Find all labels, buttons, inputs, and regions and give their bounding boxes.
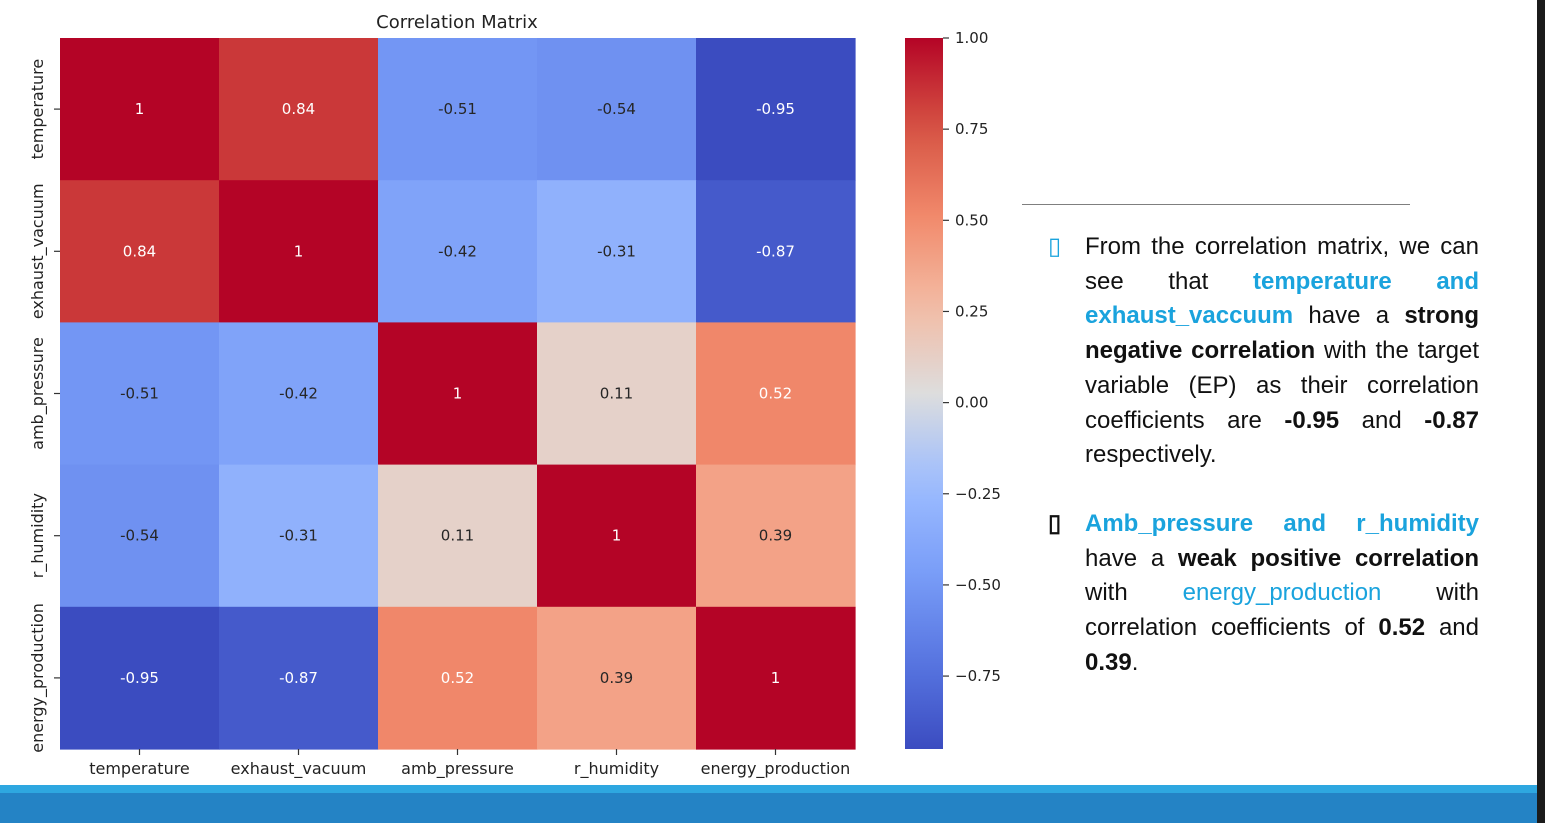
heatmap-cell [60,180,220,323]
heatmap-cell [378,180,538,323]
colorbar-tick-label: −0.50 [955,576,1001,594]
heatmap-annotations: 1 0.84 -0.51 -0.54 -0.95 0.84 1 -0.42 -0.31 -0.87… [120,100,795,687]
cell-value-label: -0.42 [279,385,318,403]
heatmap-cell [696,606,856,750]
cell-value-label: -0.95 [756,100,795,118]
x-tick-label: amb_pressure [401,759,514,779]
colorbar-gradient [905,38,943,749]
cell-value-label: 0.39 [759,527,792,545]
x-tick-label: r_humidity [574,759,659,779]
cell-value-label: 0.84 [282,100,315,118]
cell-value-label: -0.95 [120,669,159,687]
cell-value-label: 0.52 [759,385,792,403]
colorbar-tick-label: −0.75 [955,667,1001,685]
colorbar-tick-label: 0.75 [955,120,988,138]
heatmap-cell [60,606,220,750]
x-axis: temperature exhaust_vacuum amb_pressure r_h… [89,749,850,779]
colorbar-tick-label: 1.00 [955,29,988,47]
x-tick-label: exhaust_vacuum [231,759,367,779]
heatmap-cell [60,322,220,466]
cell-value-label: 1 [135,100,145,118]
y-tick-label: r_humidity [28,493,48,578]
heatmap-cell [378,464,538,608]
heatmap-cell [219,180,379,323]
cell-value-label: 0.84 [123,242,156,260]
colorbar-tick-label: 0.50 [955,211,988,229]
heatmap-cell [219,464,379,608]
heatmap-cell [696,180,856,323]
cell-value-label: -0.87 [279,669,318,687]
cell-value-label: 1 [771,669,781,687]
cell-value-label: -0.54 [120,527,159,545]
colorbar: 1.00 0.75 0.50 0.25 0.00 −0.25 −0.50 −0.75 [905,29,1001,749]
heatmap-cell [219,38,379,181]
y-tick-label: energy_production [28,603,48,753]
y-axis: temperature exhaust_vacuum amb_pressure r_h… [28,59,60,753]
colorbar-tick-label: 0.25 [955,302,988,320]
heatmap-cell [537,606,697,750]
heatmap-cell [60,38,220,181]
cell-value-label: 0.11 [441,527,474,545]
cell-value-label: -0.51 [438,100,477,118]
cell-value-label: 1 [294,242,304,260]
y-tick-label: amb_pressure [28,337,48,450]
colorbar-tick-label: −0.25 [955,485,1001,503]
heatmap-cell [537,180,697,323]
cell-value-label: 0.39 [600,669,633,687]
cell-value-label: 1 [453,385,463,403]
y-tick-label: exhaust_vacuum [28,183,48,319]
heatmap-cell [537,322,697,466]
cell-value-label: 0.11 [600,385,633,403]
heatmap-cell [696,464,856,608]
x-tick-label: energy_production [701,759,851,779]
heatmap-cell [378,38,538,181]
correlation-heatmap: Correlation Matrix 1 0.84 -0.51 -0.54 -0.95 0… [28,12,1001,779]
window-edge [1537,0,1545,823]
bullet-text-2: Amb_pressure and r_humidity have a weak … [1085,510,1479,676]
cell-value-label: -0.31 [279,527,318,545]
cell-value-label: 0.52 [441,669,474,687]
heatmap-cell [537,464,697,608]
square-bullet-icon: ▯ [1048,510,1062,537]
heatmap-cell [60,464,220,608]
bullet-text-1: From the correlation matrix, we can see … [1085,233,1479,469]
cell-value-label: -0.87 [756,242,795,260]
cell-value-label: 1 [612,527,622,545]
heatmap-cell [696,38,856,181]
chart-title: Correlation Matrix [376,12,538,33]
colorbar-tick-label: 0.00 [955,394,988,412]
heatmap-cell [378,322,538,466]
cell-value-label: -0.31 [597,242,636,260]
divider [1022,204,1410,205]
y-tick-label: temperature [28,59,47,160]
cell-value-label: -0.54 [597,100,636,118]
x-tick-label: temperature [89,759,190,778]
cell-value-label: -0.42 [438,242,477,260]
heatmap-cells [60,38,856,750]
heatmap-cell [219,322,379,466]
square-bullet-icon: ▯ [1048,233,1062,260]
footer-accent-line [0,785,1537,793]
cell-value-label: -0.51 [120,385,159,403]
heatmap-cell [219,606,379,750]
heatmap-cell [537,38,697,181]
footer-band [0,793,1537,823]
heatmap-cell [696,322,856,466]
heatmap-cell [378,606,538,750]
